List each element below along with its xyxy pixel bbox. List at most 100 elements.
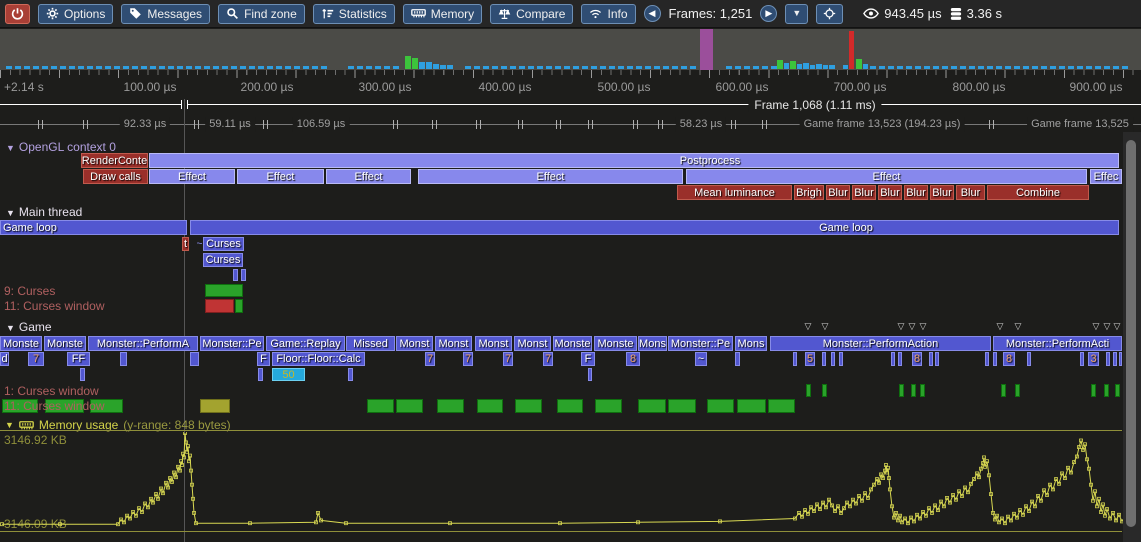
timeline-zone[interactable]: Monste (594, 336, 637, 351)
timeline-zone[interactable]: Monster::PerformActi (993, 336, 1122, 351)
timeline-zone[interactable]: Blur (852, 185, 876, 200)
memory-usage-header[interactable]: ▼ Memory usage (y-range: 848 bytes) (5, 418, 231, 432)
frame-time-graph[interactable] (0, 29, 1141, 70)
lock-bar[interactable] (638, 399, 666, 413)
zone-duration-row[interactable]: 92.33 µs 59.11 µs 106.59 µs 58.23 µs Game fr… (0, 117, 1141, 132)
timeline-zone[interactable]: Monste (0, 336, 42, 351)
lock-bar[interactable] (668, 399, 696, 413)
frame-marker-icon[interactable]: ▽ (821, 321, 829, 331)
opengl-context-header[interactable]: ▼ OpenGL context 0 (6, 140, 116, 154)
timeline-zone[interactable]: 8 (626, 352, 640, 366)
frame-marker-icon[interactable]: ▽ (1103, 321, 1111, 331)
lock-bar[interactable] (806, 384, 811, 397)
timeline-zone[interactable]: Effect (237, 169, 324, 184)
frame-marker-icon[interactable]: ▽ (1014, 321, 1022, 331)
lock-bar[interactable] (2, 399, 38, 413)
timeline-zone[interactable]: Combine (987, 185, 1089, 200)
lock-bar[interactable] (557, 399, 583, 413)
memory-button[interactable]: Memory (402, 3, 483, 24)
timeline-zone[interactable]: Monst (396, 336, 433, 351)
timeline-zone[interactable]: Mons (735, 336, 767, 351)
timeline-zone[interactable]: 7 (463, 352, 473, 366)
info-button[interactable]: Info (581, 3, 636, 24)
timeline-zone[interactable]: Monster::PerformA (88, 336, 198, 351)
timeline-zone[interactable]: Blur (930, 185, 954, 200)
lock-bar[interactable] (367, 399, 394, 413)
timeline-zone[interactable] (120, 352, 127, 366)
lock-bar[interactable] (707, 399, 734, 413)
timeline-zone[interactable]: 7 (543, 352, 553, 366)
timeline-zone[interactable]: 5 (805, 352, 815, 366)
timeline-zone[interactable]: Curses (203, 237, 244, 251)
timeline-zone[interactable]: Blur (904, 185, 928, 200)
timeline-zone[interactable]: Blur (826, 185, 850, 200)
main-thread-header[interactable]: ▼ Main thread (6, 205, 82, 219)
timeline-zone[interactable]: Effec (1090, 169, 1122, 184)
timeline-zone[interactable]: Postprocess (149, 153, 1119, 168)
lock-bar[interactable] (515, 399, 542, 413)
frame-marker-icon[interactable]: ▽ (1113, 321, 1121, 331)
memory-usage-plot[interactable] (0, 432, 1141, 532)
lock-bar[interactable] (45, 399, 84, 413)
timeline-zone[interactable]: 50 (272, 368, 305, 381)
timeline-zone[interactable]: Monster::Pe (668, 336, 733, 351)
timeline-zone[interactable] (1113, 352, 1117, 366)
timeline-zone[interactable] (735, 352, 740, 366)
timeline-zone[interactable]: Monst (475, 336, 512, 351)
frame-separator-row[interactable]: Frame 1,068 (1.11 ms) (0, 98, 1141, 112)
selected-frame-band[interactable] (700, 29, 713, 70)
lock-bar[interactable] (768, 399, 795, 413)
timeline-zone[interactable]: 8 (912, 352, 922, 366)
timeline-zone[interactable]: 3 (1088, 352, 1099, 366)
timeline-zone[interactable]: 7 (28, 352, 44, 366)
timeline-zone[interactable]: Monst (514, 336, 551, 351)
lock-bar[interactable] (595, 399, 622, 413)
timeline-zone[interactable]: Effect (686, 169, 1087, 184)
timeline-zone[interactable] (985, 352, 989, 366)
timeline-zone[interactable] (190, 352, 199, 366)
timeline-zone[interactable] (822, 352, 826, 366)
statistics-button[interactable]: Statistics (312, 3, 395, 24)
timeline-zone[interactable] (898, 352, 902, 366)
lock-bar[interactable] (899, 384, 904, 397)
timeline-zone[interactable]: t (182, 237, 189, 251)
timeline-zone[interactable] (1080, 352, 1084, 366)
timeline-zone[interactable] (929, 352, 933, 366)
lock-bar[interactable] (477, 399, 503, 413)
lock-bar[interactable] (1104, 384, 1109, 397)
timeline-zone[interactable]: Draw calls (83, 169, 148, 184)
timeline-zone[interactable] (233, 269, 238, 281)
lock-bar[interactable] (1015, 384, 1020, 397)
timeline-zone[interactable] (793, 352, 797, 366)
timeline-zone[interactable]: Floor::Floor::Calc (272, 352, 365, 366)
timeline-zone[interactable]: Game loop (0, 220, 187, 235)
lock-bar[interactable] (1091, 384, 1096, 397)
timeline-zone[interactable]: Brigh (794, 185, 824, 200)
lock-bar[interactable] (205, 299, 234, 313)
timeline-zone[interactable]: FF (67, 352, 90, 366)
timeline-zone[interactable]: F (581, 352, 595, 366)
lock-bar[interactable] (911, 384, 916, 397)
lock-bar[interactable] (437, 399, 464, 413)
find-zone-button[interactable]: Find zone (218, 3, 305, 24)
frame-set-dropdown-button[interactable]: ▼ (785, 3, 809, 24)
timeline-zone[interactable] (80, 368, 85, 381)
lock-bar[interactable] (396, 399, 423, 413)
messages-button[interactable]: Messages (121, 3, 211, 24)
timeline-zone[interactable] (348, 368, 353, 381)
timeline-zone[interactable] (258, 368, 263, 381)
lock-bar[interactable] (235, 299, 243, 313)
power-button[interactable] (5, 3, 30, 24)
lock-bar[interactable] (90, 399, 123, 413)
timeline-zone[interactable]: Mons (638, 336, 667, 351)
timeline-zone[interactable]: 8 (1003, 352, 1015, 366)
timeline-zone[interactable]: Monster::PerformAction (770, 336, 991, 351)
timeline-zone[interactable]: Effect (149, 169, 235, 184)
compare-button[interactable]: Compare (490, 3, 574, 24)
timeline-zone[interactable] (588, 368, 592, 381)
frame-marker-icon[interactable]: ▽ (1092, 321, 1100, 331)
timeline-zone[interactable] (839, 352, 843, 366)
lock-bar[interactable] (200, 399, 230, 413)
goto-frame-button[interactable] (816, 3, 844, 24)
frame-marker-icon[interactable]: ▽ (908, 321, 916, 331)
